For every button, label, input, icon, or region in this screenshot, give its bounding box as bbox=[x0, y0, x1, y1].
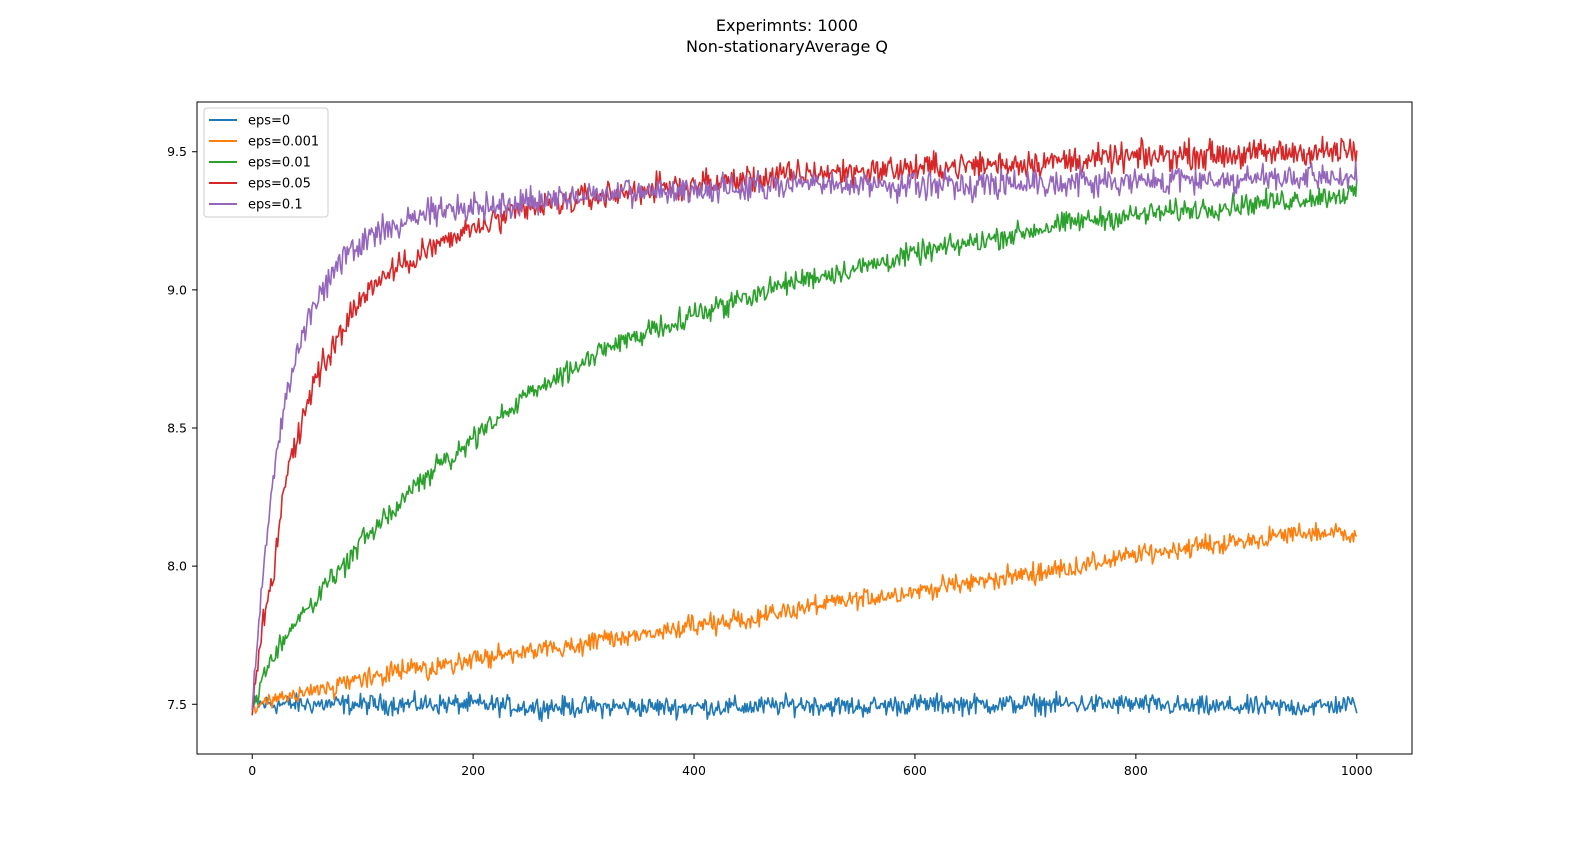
series-line-eps=0.01 bbox=[251, 179, 1358, 710]
legend: eps=0 eps=0.001 eps=0.01 eps=0.05 eps=0.1 bbox=[203, 107, 329, 218]
x-tick-label: 0 bbox=[248, 763, 256, 778]
series-line-eps=0 bbox=[251, 690, 1358, 723]
legend-box bbox=[203, 107, 329, 218]
y-tick-label: 8.0 bbox=[167, 559, 187, 574]
plot-area-frame bbox=[196, 101, 1413, 755]
y-tick-label: 7.5 bbox=[167, 697, 187, 712]
legend-label: eps=0.1 bbox=[248, 198, 303, 213]
y-tick-label: 8.5 bbox=[167, 421, 187, 436]
legend-label: eps=0 bbox=[248, 114, 290, 129]
chart-subtitle: Non-stationaryAverage Q bbox=[686, 37, 888, 56]
x-tick-label: 200 bbox=[461, 763, 485, 778]
legend-label: eps=0.01 bbox=[248, 156, 311, 171]
series-line-eps=0.001 bbox=[251, 521, 1358, 714]
x-tick-label: 600 bbox=[903, 763, 927, 778]
x-axis: 0 200 400 600 800 1000 bbox=[248, 754, 1373, 778]
series-layer bbox=[251, 135, 1358, 723]
x-tick-label: 800 bbox=[1124, 763, 1148, 778]
x-tick-label: 1000 bbox=[1341, 763, 1373, 778]
y-tick-label: 9.0 bbox=[167, 282, 187, 297]
series-line-eps=0.1 bbox=[251, 161, 1358, 710]
legend-label: eps=0.001 bbox=[248, 135, 319, 150]
y-tick-label: 9.5 bbox=[167, 144, 187, 159]
chart-title: Experimnts: 1000 bbox=[716, 16, 858, 35]
y-axis: 7.5 8.0 8.5 9.0 9.5 bbox=[167, 144, 197, 712]
legend-label: eps=0.05 bbox=[248, 177, 311, 192]
x-tick-label: 400 bbox=[682, 763, 706, 778]
